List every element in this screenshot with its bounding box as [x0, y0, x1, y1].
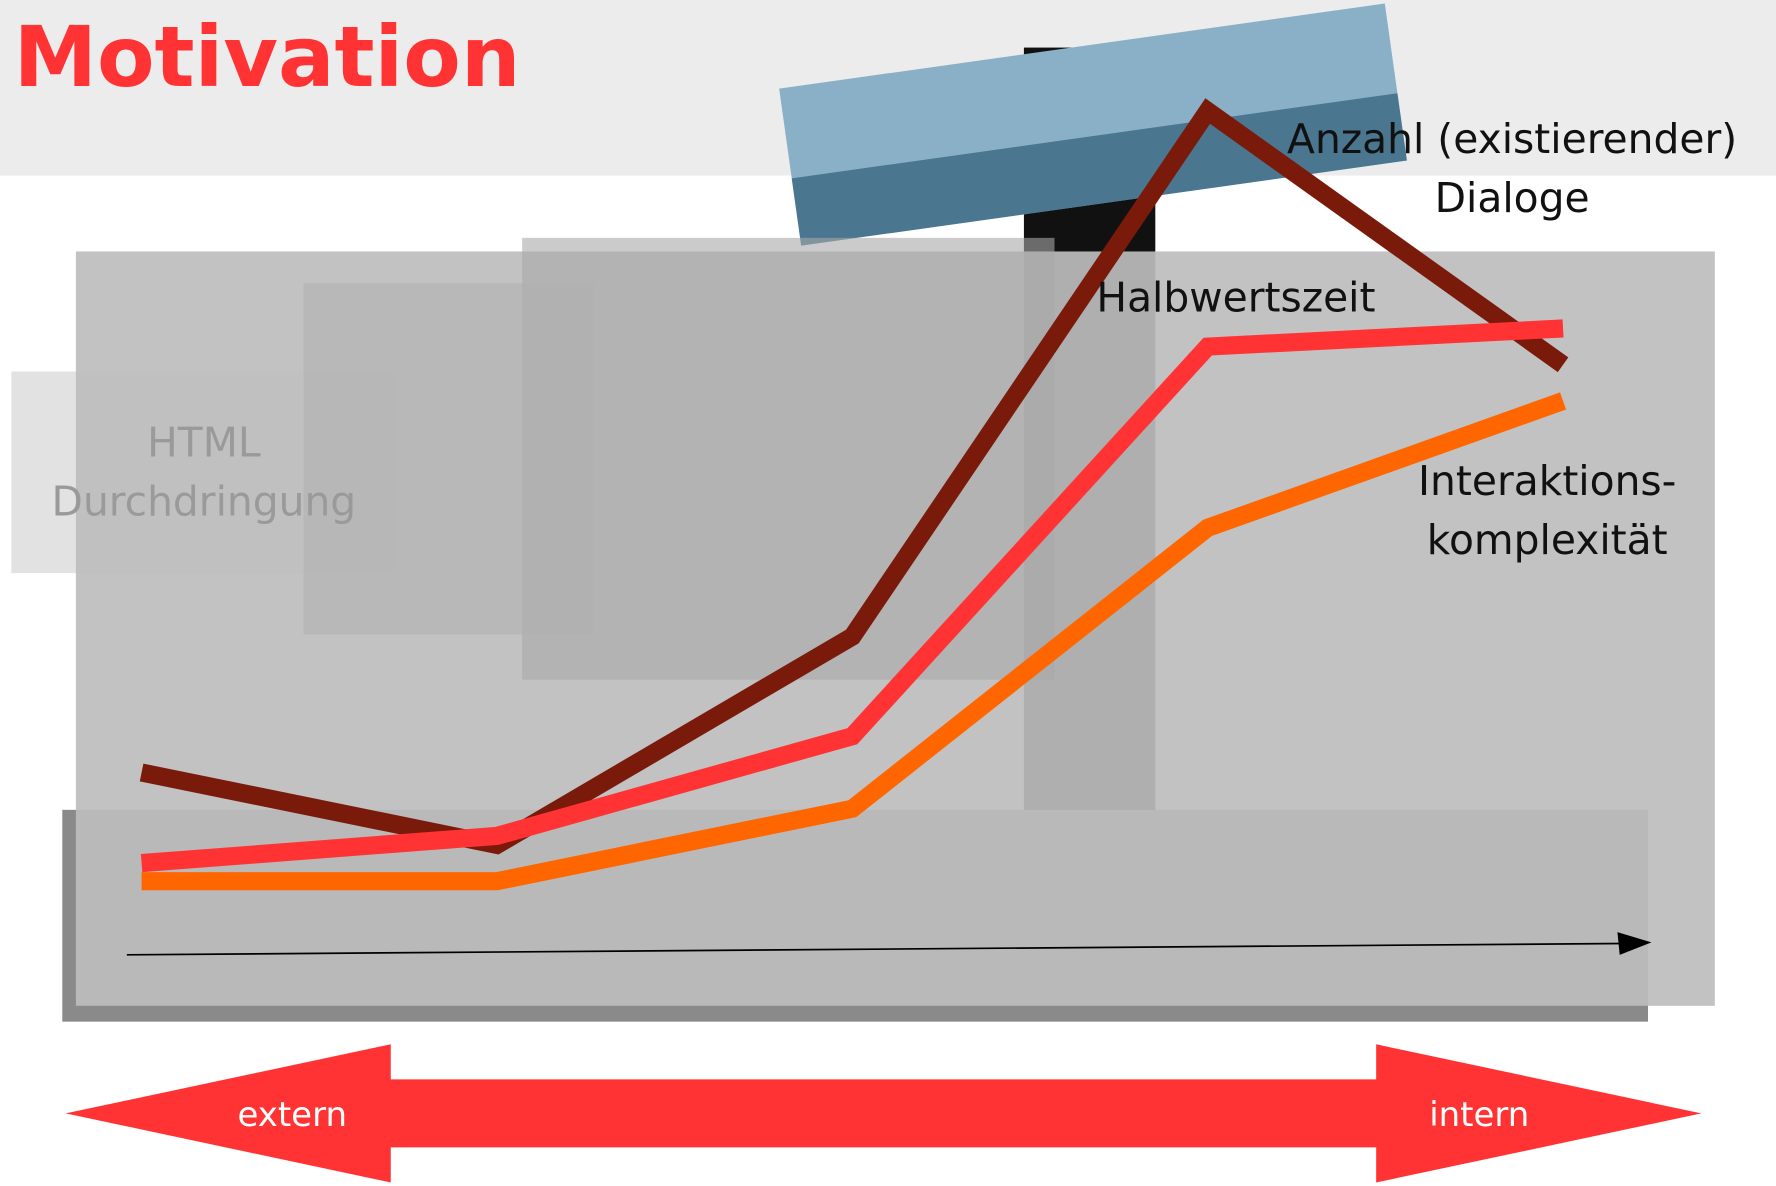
series-line — [141, 392, 1567, 891]
axis-arrow — [126, 942, 1622, 956]
axis-arrowhead — [1617, 932, 1652, 955]
range-right-label: intern — [1429, 1095, 1529, 1135]
background-box — [303, 283, 594, 635]
background-label: HTML Durchdringung — [51, 420, 357, 526]
range-arrow — [65, 1044, 1702, 1183]
series-label: Interaktions-komplexität — [1418, 458, 1677, 565]
series-line — [139, 98, 1569, 855]
range-left-label: extern — [237, 1095, 347, 1135]
slide-title: Motivation — [14, 8, 521, 106]
series-line — [140, 319, 1564, 873]
series-label: Anzahl (existierender) Dialoge — [1287, 116, 1738, 222]
panorama-water — [791, 93, 1407, 246]
series-label: Halbwertszeit — [1096, 275, 1376, 322]
